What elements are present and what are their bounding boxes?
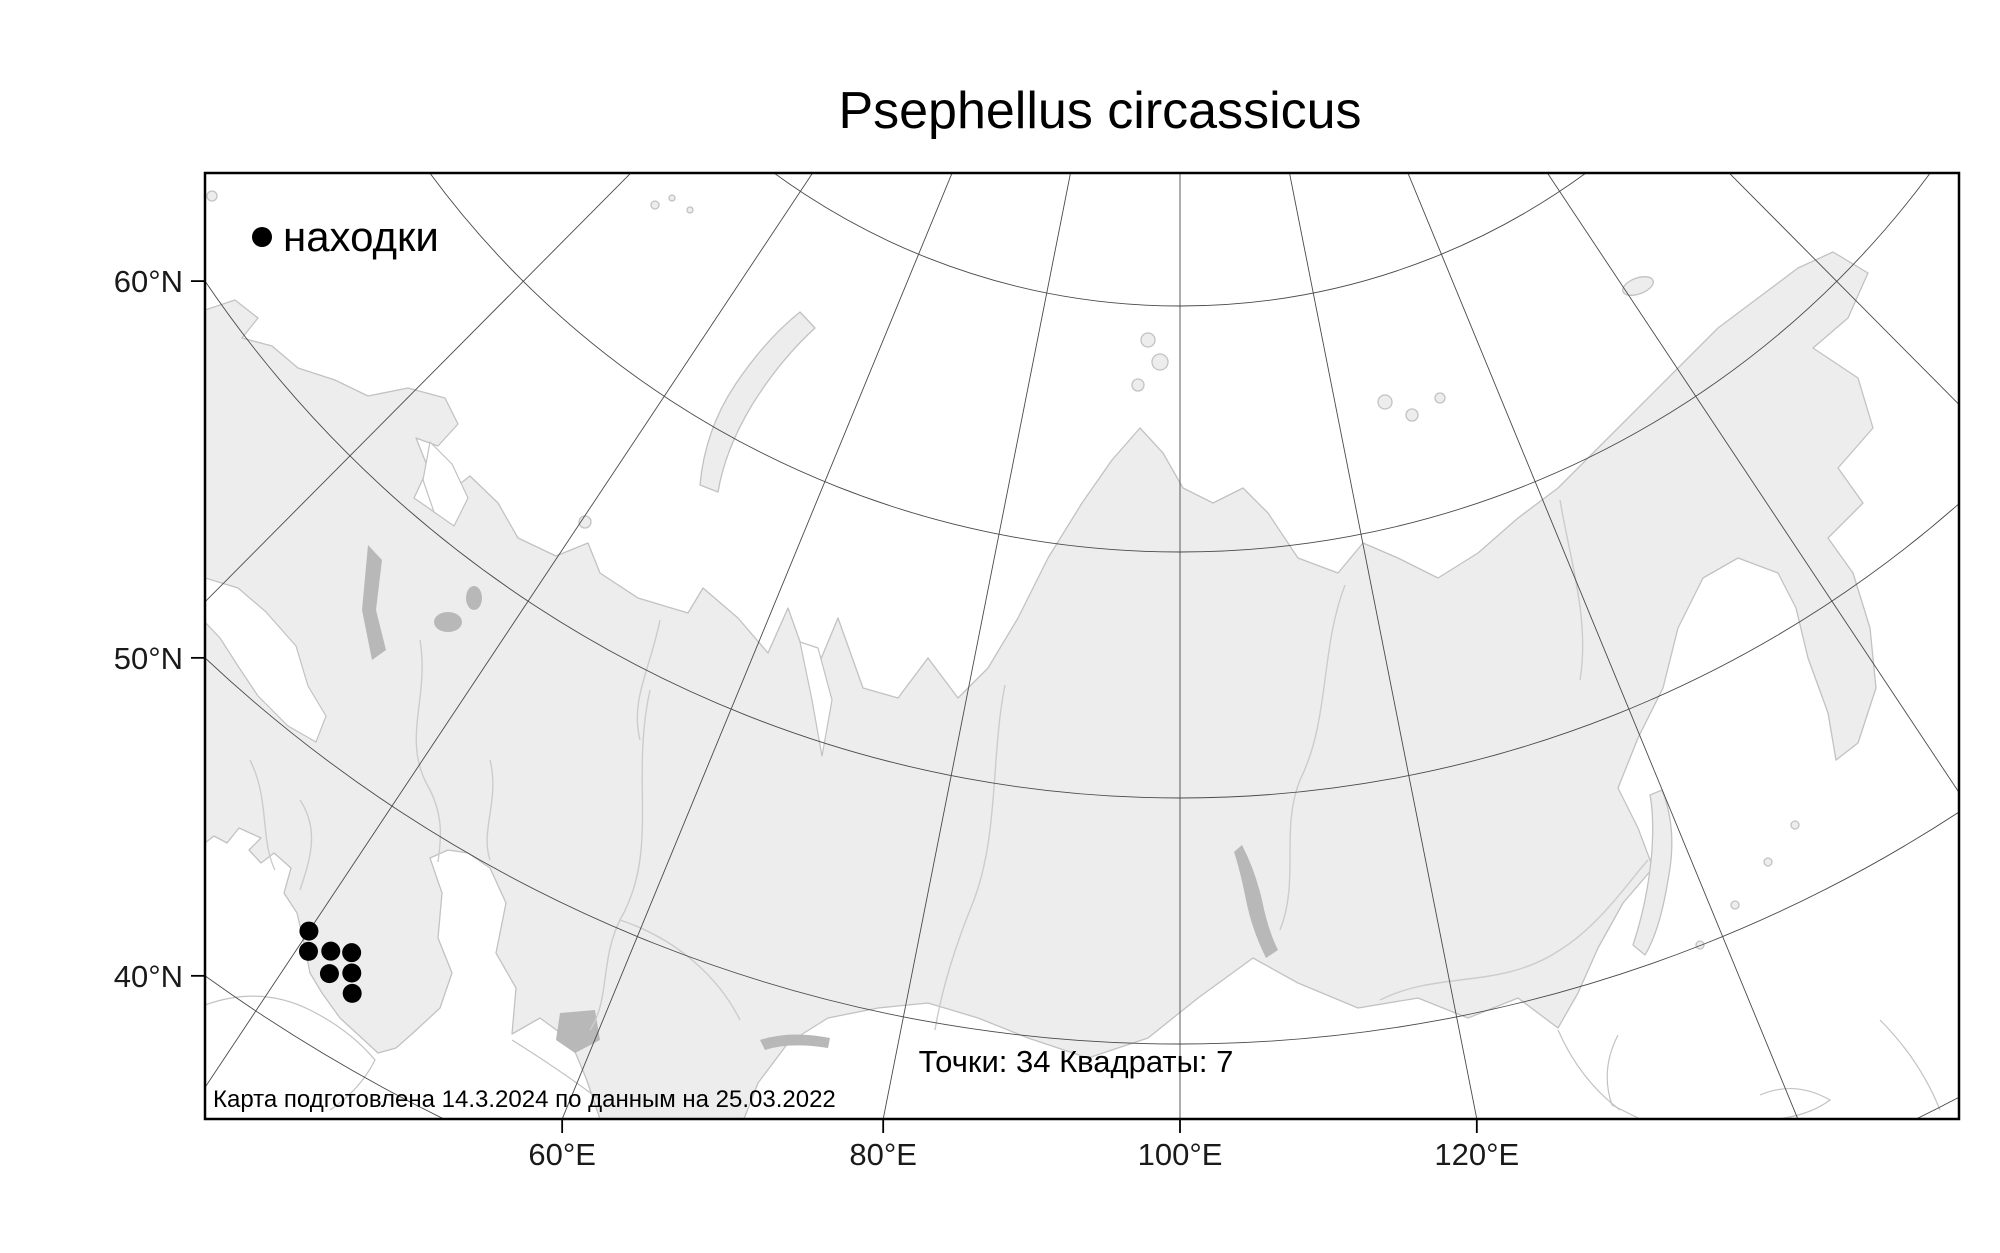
lat-tick-label-40: 40°N <box>114 959 183 994</box>
map-caption: Карта подготовлена 14.3.2024 по данным н… <box>213 1086 836 1113</box>
river-lena <box>1279 584 1346 931</box>
kuril-island <box>1695 940 1705 950</box>
meridian-40E <box>205 173 814 1089</box>
meridian-120E <box>1289 173 1478 1119</box>
legend-marker-icon <box>252 227 272 247</box>
white-sea <box>422 441 469 527</box>
stats-label: Точки: 34 Квадраты: 7 <box>919 1044 1234 1079</box>
river-dnieper <box>249 759 276 871</box>
franz-josef-island <box>686 206 694 214</box>
river-amur <box>1379 859 1649 1001</box>
lon-tick-label-80: 80°E <box>849 1137 917 1172</box>
franz-josef-island <box>668 194 676 202</box>
lat-tick-label-50: 50°N <box>114 641 183 676</box>
river-irtysh <box>619 919 741 1021</box>
new-siberian-island <box>1434 392 1446 404</box>
occurrence-dot <box>298 941 318 961</box>
meridian-60E <box>561 173 953 1119</box>
map-title: Psephellus circassicus <box>838 82 1361 140</box>
meridian-80E <box>882 173 1071 1119</box>
river-pechora <box>636 619 661 741</box>
korea-coastline <box>1606 1034 1641 1119</box>
occurrence-dot <box>342 983 362 1003</box>
new-siberian-island <box>1377 394 1393 410</box>
sakhalin-island <box>1632 789 1673 956</box>
occurrence-dot <box>342 943 362 963</box>
aral-sea <box>556 1010 600 1053</box>
river-yenisei <box>934 684 1006 1031</box>
legend-label: находки <box>283 213 439 260</box>
landmass-eurasia <box>205 251 1877 1119</box>
lat-tick-label-60: 60°N <box>114 264 183 299</box>
lake-onega <box>466 586 482 610</box>
lake-ladoga <box>434 612 462 632</box>
meridian-140E <box>1407 173 1799 1119</box>
severnaya-zemlya-island <box>1140 332 1156 348</box>
gulf-of-ob <box>799 641 833 757</box>
occurrence-dot <box>342 963 362 983</box>
baltic-sea <box>205 577 327 743</box>
ural-mountains-shading <box>362 545 386 660</box>
river-volga <box>415 639 442 863</box>
new-siberian-island <box>1405 408 1419 422</box>
occurrence-dots <box>298 921 362 1003</box>
lon-tick-label-60: 60°E <box>528 1137 596 1172</box>
lake-baikal <box>1234 845 1278 958</box>
river-ob <box>589 689 651 1031</box>
lon-tick-label-120: 120°E <box>1434 1137 1519 1172</box>
lon-tick-label-100: 100°E <box>1138 1137 1223 1172</box>
kuril-island <box>1763 857 1773 867</box>
turkey-coastline <box>205 995 376 1111</box>
kuril-island <box>1730 900 1740 910</box>
kuril-island <box>1790 820 1800 830</box>
iran-coastline <box>511 1039 601 1101</box>
wrangel-island <box>1622 276 1654 296</box>
occurrence-dot <box>319 964 339 984</box>
japan-coastline <box>1879 1019 1941 1111</box>
occurrence-dot <box>299 921 319 941</box>
novaya-zemlya-island <box>699 311 816 493</box>
lake-balkhash <box>760 1034 830 1050</box>
china-coastline <box>1557 1029 1621 1111</box>
svalbard-island <box>206 190 218 202</box>
meridian-20E <box>205 173 632 603</box>
meridian-160E <box>1546 173 1959 794</box>
axis-layer: 60°N 50°N 40°N 60°E 80°E 100°E 120°E <box>114 264 1519 1172</box>
severnaya-zemlya-island <box>1131 378 1145 392</box>
river-ural <box>486 759 494 861</box>
occurrence-dot <box>321 941 341 961</box>
severnaya-zemlya-island <box>1151 353 1169 371</box>
river-don <box>299 799 313 891</box>
franz-josef-island <box>650 200 660 210</box>
river-kolyma <box>1559 499 1584 681</box>
hokkaido-coastline <box>1759 1087 1832 1119</box>
map-frame <box>203 171 1961 1121</box>
